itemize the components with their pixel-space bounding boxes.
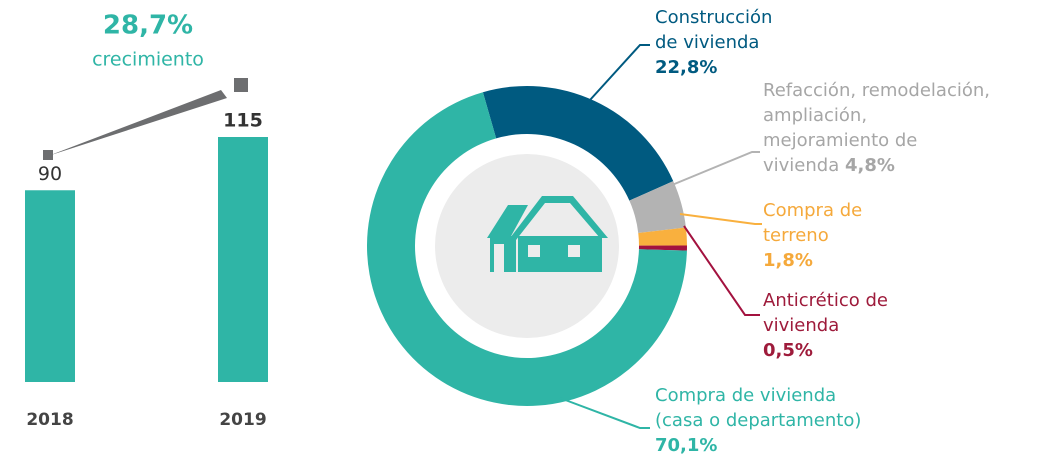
donut-segment: [638, 245, 687, 251]
bar: [218, 137, 268, 382]
segment-label: Anticrético de vivienda 0,5%: [763, 288, 888, 363]
segment-label: Compra de terreno 1,8%: [763, 198, 862, 273]
donut-segment: [366, 92, 687, 407]
donut-segment: [482, 86, 674, 201]
segment-label: Refacción, remodelación, ampliación, mej…: [763, 78, 990, 178]
donut: [366, 86, 687, 407]
marker: [43, 150, 53, 160]
value-label: 90: [38, 163, 62, 185]
x-tick-label: 2018: [26, 410, 73, 430]
donut-segment: [629, 181, 686, 234]
growth-wedge: [48, 90, 227, 156]
donut-segment: [638, 227, 687, 246]
value-label: 0,5%: [763, 340, 813, 361]
bar: [25, 190, 75, 382]
segment-label: Compra de vivienda (casa o departamento)…: [655, 383, 861, 458]
growth-value: 28,7%: [103, 11, 193, 41]
leader-lines: [559, 44, 762, 429]
category-label: Anticrético de vivienda: [763, 290, 888, 336]
value-label: 4,8%: [844, 155, 895, 176]
marker: [234, 78, 248, 92]
category-label: Refacción, remodelación, ampliación, mej…: [763, 80, 990, 176]
category-label: Construcción de vivienda: [655, 7, 773, 53]
x-tick-label: 2019: [219, 410, 266, 430]
value-label: 115: [223, 110, 263, 132]
value-label: 70,1%: [655, 435, 718, 456]
value-label: 22,8%: [655, 57, 718, 78]
category-label: Compra de terreno: [763, 200, 863, 246]
value-label: 1,8%: [763, 250, 813, 271]
house-icon: [487, 196, 608, 272]
segment-label: Construcción de vivienda 22,8%: [655, 5, 772, 80]
category-label: Compra de vivienda (casa o departamento): [655, 385, 862, 431]
growth-label: crecimiento: [92, 49, 204, 71]
